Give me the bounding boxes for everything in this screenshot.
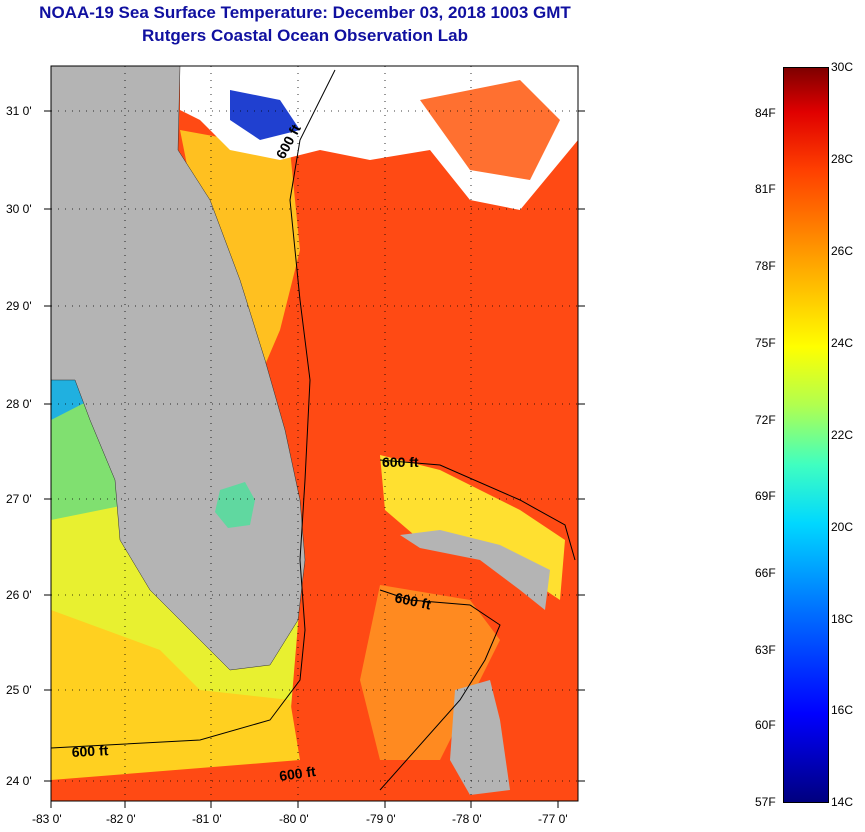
contour-label: 600 ft (382, 454, 419, 470)
contour-label: 600 ft (393, 589, 432, 612)
colorbar-c-label: 24C (831, 336, 854, 350)
colorbar-f-label: 66F (755, 566, 776, 580)
lon-label: -80 0' (279, 812, 309, 826)
colorbar-c-label: 28C (831, 152, 854, 166)
lon-label: -77 0' (538, 812, 568, 826)
colorbar-f-label: 78F (755, 259, 776, 273)
lat-label: 28 0' (6, 397, 32, 411)
cloud-edge-warm (420, 80, 560, 180)
map-title: NOAA-19 Sea Surface Temperature: Decembe… (39, 3, 571, 22)
colorbar-c-label: 20C (831, 520, 854, 534)
colorbar-f-label: 57F (755, 795, 776, 809)
shelf-water (180, 130, 300, 400)
contour-label: 600 ft (71, 742, 109, 760)
colorbar-c-label: 16C (831, 703, 854, 717)
colorbar-f-label: 84F (755, 106, 776, 120)
colorbar-c-label: 14C (831, 795, 854, 809)
lat-label: 31 0' (6, 104, 32, 118)
lat-label: 27 0' (6, 492, 32, 506)
colorbar-c-label: 22C (831, 428, 854, 442)
colorbar-c-label: 18C (831, 612, 854, 626)
map-frame (50, 65, 579, 802)
axis-ticks (44, 110, 585, 808)
temperature-colorbar (783, 67, 829, 803)
lat-label: 29 0' (6, 299, 32, 313)
lon-label: -79 0' (366, 812, 396, 826)
lat-label: 26 0' (6, 588, 32, 602)
great-bahama-bank (360, 585, 500, 760)
lat-label: 25 0' (6, 683, 32, 697)
keys-water (51, 610, 300, 780)
andros-land (450, 680, 510, 795)
cold-patch (230, 90, 300, 140)
lon-label: -82 0' (106, 812, 136, 826)
colorbar-f-label: 81F (755, 182, 776, 196)
contour-600ft-bahama-south (379, 589, 501, 791)
colorbar-c-label: 26C (831, 244, 854, 258)
colorbar-f-label: 75F (755, 336, 776, 350)
contour-label: 600 ft (278, 763, 317, 784)
grand-bahama-land (400, 530, 550, 610)
colorbar-f-label: 69F (755, 489, 776, 503)
lake-okeechobee (215, 482, 255, 528)
colorbar-f-label: 72F (755, 413, 776, 427)
contour-600ft-florida (51, 69, 336, 749)
lon-label: -81 0' (192, 812, 222, 826)
map-subtitle: Rutgers Coastal Ocean Observation Lab (142, 26, 468, 45)
colorbar-f-label: 60F (755, 718, 776, 732)
colorbar-c-label: 30C (831, 60, 854, 74)
lon-label: -83 0' (32, 812, 62, 826)
lon-label: -78 0' (452, 812, 482, 826)
lat-label: 24 0' (6, 774, 32, 788)
contour-600ft-bahama-north (379, 459, 576, 561)
lat-label: 30 0' (6, 202, 32, 216)
colorbar-f-label: 63F (755, 643, 776, 657)
